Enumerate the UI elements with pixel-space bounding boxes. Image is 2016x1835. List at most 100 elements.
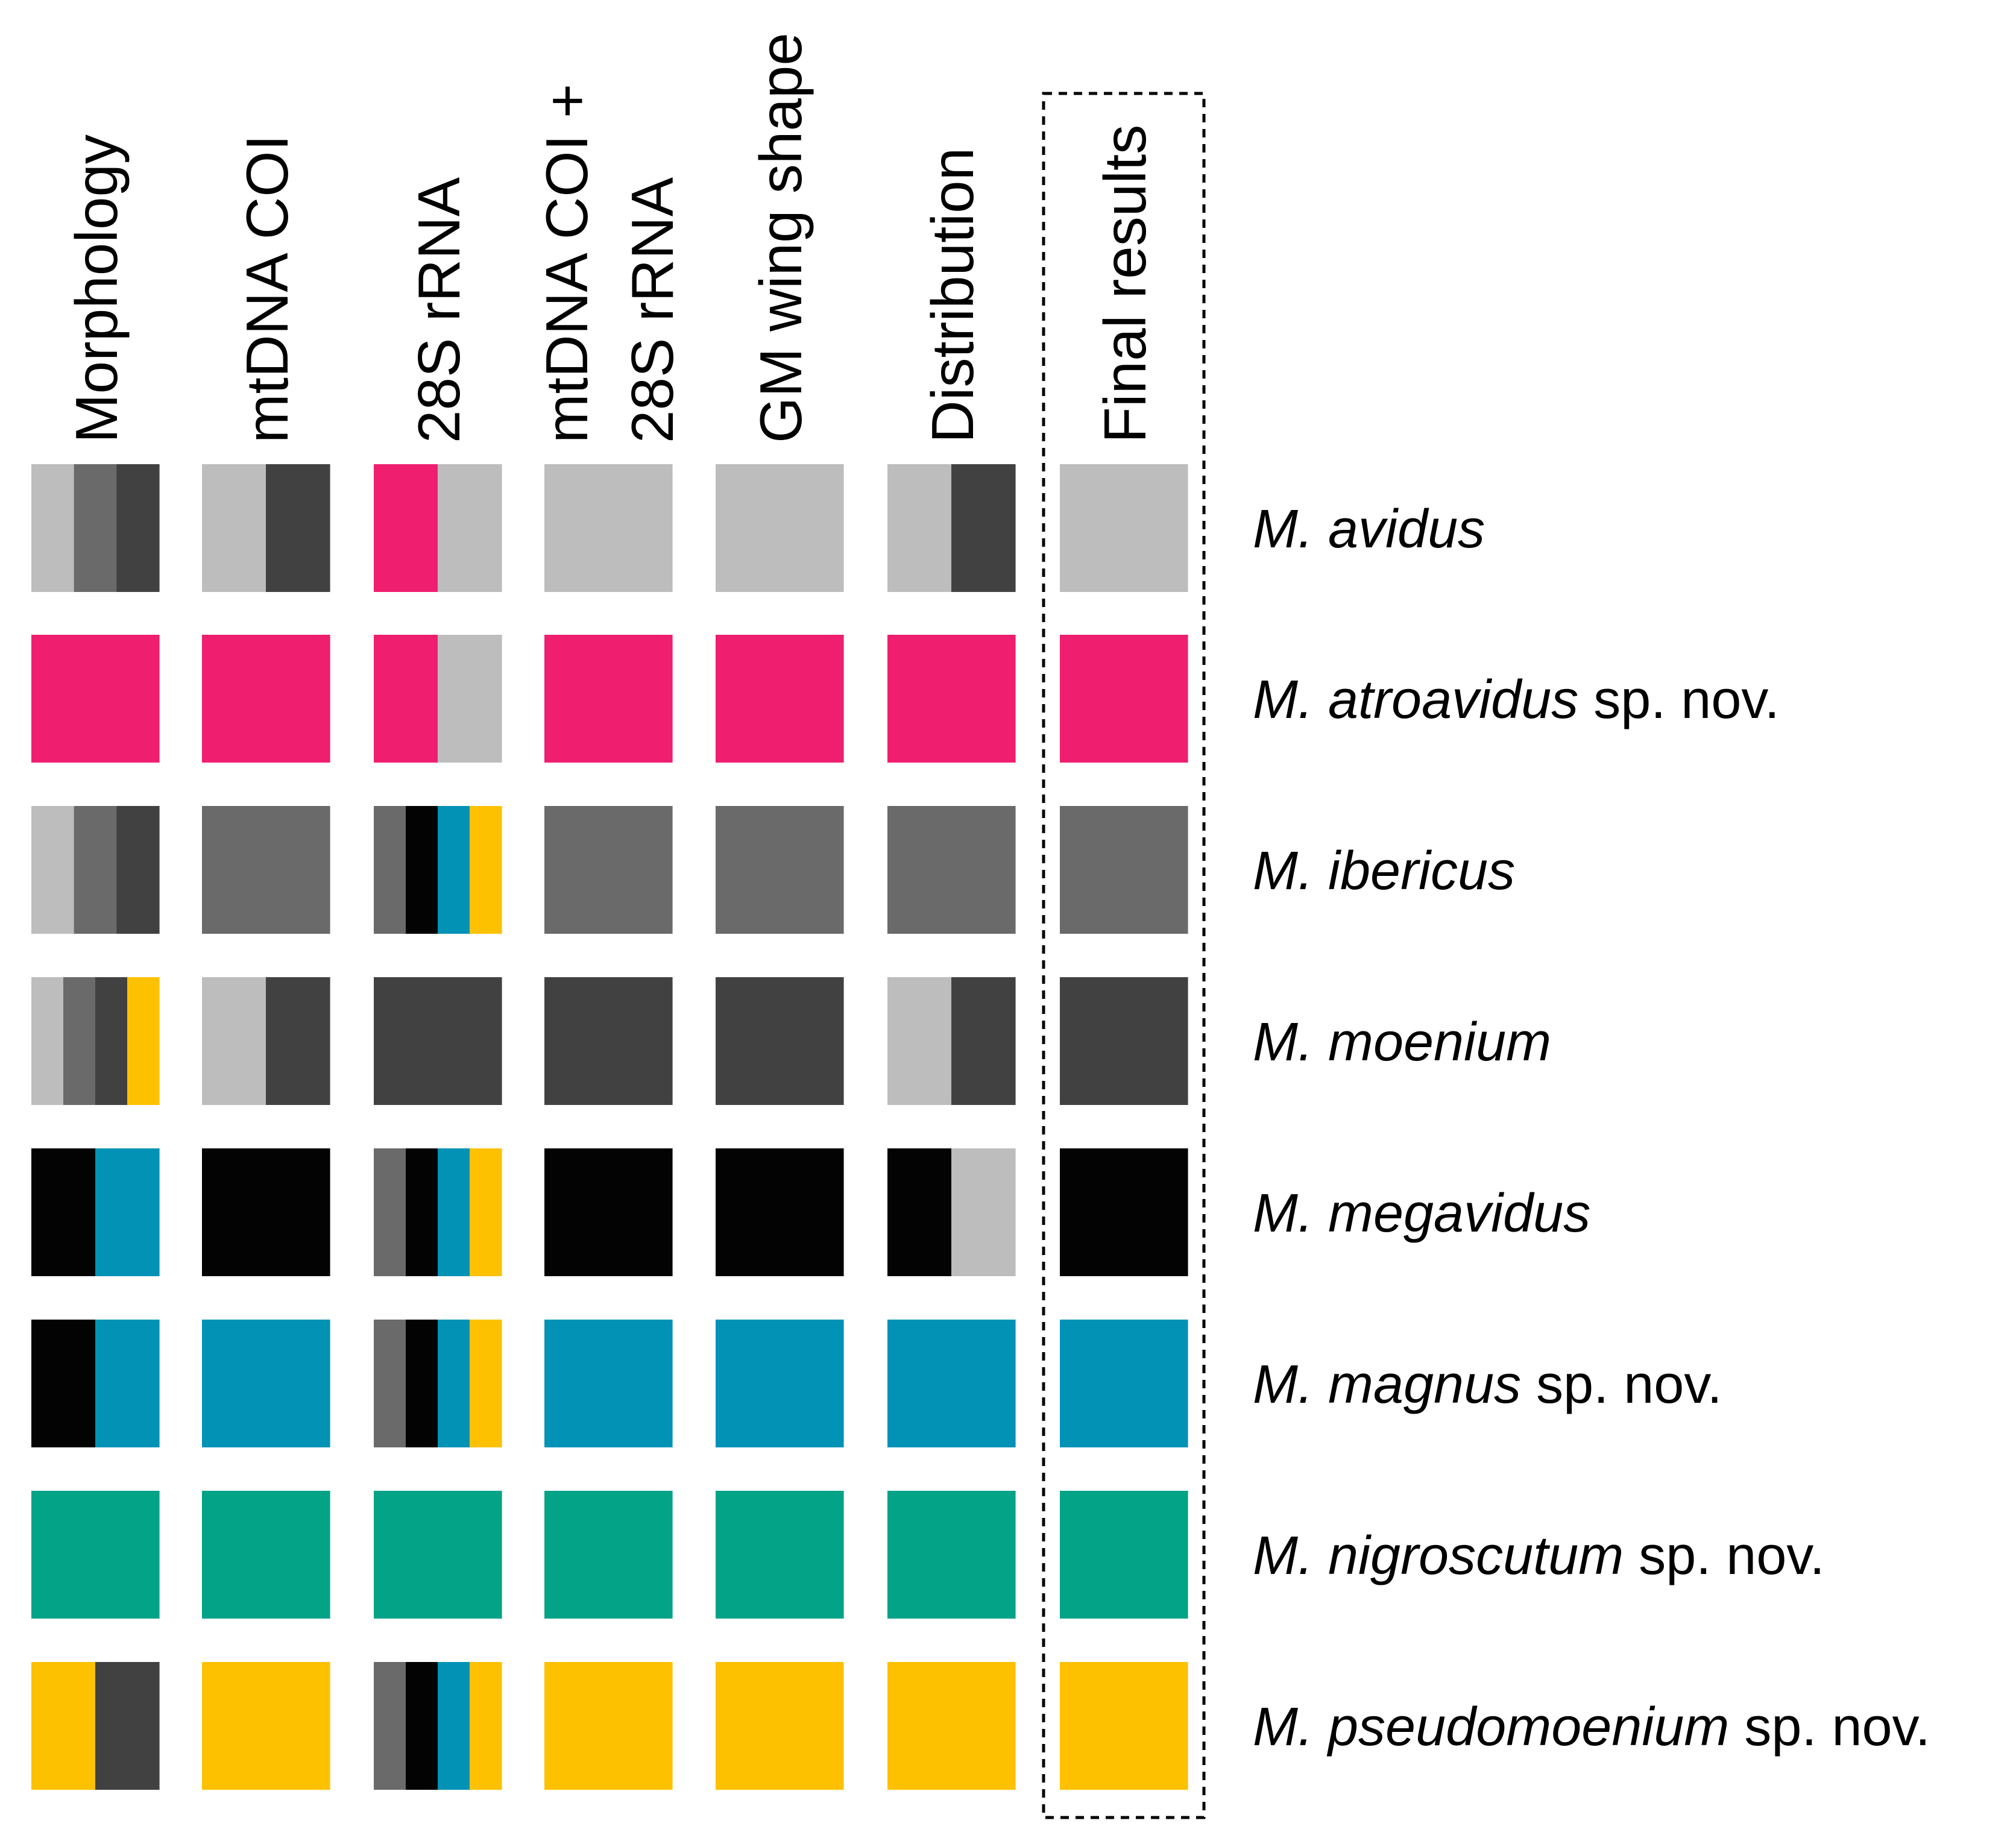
cell-m-magnus-28s-rrna	[374, 1320, 502, 1447]
cell-stripe-yellow	[470, 1148, 502, 1276]
species-label-m-pseudomoenium: M. pseudomoenium sp. nov.	[1253, 1697, 1930, 1757]
cell-m-ibericus-morphology	[31, 806, 160, 934]
species-suffix: sp. nov.	[1578, 670, 1780, 730]
species-label-m-ibericus: M. ibericus	[1253, 841, 1515, 901]
column-header-28s-rrna: 28S rRNA	[406, 177, 472, 443]
cell-m-magnus-mtdna-coi-28s-rrna	[544, 1320, 673, 1447]
cell-m-pseudomoenium-distribution	[887, 1662, 1016, 1790]
cell-m-magnus-distribution	[887, 1320, 1016, 1447]
cell-m-nigroscutum-28s-rrna	[374, 1491, 502, 1619]
cell-stripe-dark-gray	[951, 977, 1016, 1105]
species-label-m-atroavidus: M. atroavidus sp. nov.	[1253, 670, 1780, 730]
cell-m-avidus-distribution	[887, 464, 1016, 592]
cell-stripe-blue	[887, 1320, 1016, 1447]
cell-stripe-mid-gray	[887, 806, 1016, 934]
cell-m-ibericus-mtdna-coi	[202, 806, 330, 934]
cell-stripe-teal	[1060, 1491, 1188, 1619]
cell-m-megavidus-morphology	[31, 1148, 160, 1276]
cell-stripe-dark-gray	[544, 977, 673, 1105]
cell-m-megavidus-final-results	[1060, 1148, 1188, 1276]
cell-stripe-light-gray	[31, 977, 64, 1105]
cell-stripe-teal	[374, 1491, 502, 1619]
cell-stripe-light-gray	[31, 806, 75, 934]
cell-m-atroavidus-gm-wing-shape	[716, 635, 844, 763]
column-header-mtdna-coi-28s-rrna-line-2: 28S rRNA	[619, 177, 685, 443]
cell-stripe-pink	[374, 635, 438, 763]
cell-stripe-blue	[716, 1320, 844, 1447]
cell-m-pseudomoenium-morphology	[31, 1662, 160, 1790]
cell-stripe-mid-gray	[374, 1662, 406, 1790]
cell-m-pseudomoenium-gm-wing-shape	[716, 1662, 844, 1790]
cell-m-atroavidus-morphology	[31, 635, 160, 763]
cell-stripe-dark-gray	[716, 977, 844, 1105]
cell-stripe-pink	[374, 464, 438, 592]
cell-stripe-dark-gray	[951, 464, 1016, 592]
cell-stripe-pink	[31, 635, 160, 763]
cell-stripe-mid-gray	[1060, 806, 1188, 934]
cell-m-megavidus-distribution	[887, 1148, 1016, 1276]
cell-stripe-light-gray	[887, 464, 952, 592]
species-name: M. avidus	[1253, 499, 1485, 559]
column-headers: Morphology mtDNA COI 28S rRNA mtDNA COI + 28…	[63, 33, 1158, 443]
cell-stripe-black	[202, 1148, 330, 1276]
cell-m-ibericus-28s-rrna	[374, 806, 502, 934]
column-header-mtdna-coi: mtDNA COI	[234, 134, 300, 443]
cell-m-avidus-gm-wing-shape	[716, 464, 844, 592]
cell-m-moenium-distribution	[887, 977, 1016, 1105]
species-name: M. nigroscutum	[1253, 1526, 1624, 1586]
species-label-m-nigroscutum: M. nigroscutum sp. nov.	[1253, 1526, 1825, 1586]
cell-m-ibericus-mtdna-coi-28s-rrna	[544, 806, 673, 934]
cell-stripe-pink	[887, 635, 1016, 763]
species-labels: M. avidus M. atroavidus sp. nov. M. iberic…	[1253, 499, 1930, 1757]
cell-stripe-mid-gray	[74, 806, 117, 934]
cell-m-avidus-morphology	[31, 464, 160, 592]
cell-m-megavidus-mtdna-coi-28s-rrna	[544, 1148, 673, 1276]
cell-stripe-pink	[544, 635, 673, 763]
cell-m-magnus-final-results	[1060, 1320, 1188, 1447]
cell-stripe-dark-gray	[95, 977, 128, 1105]
cell-stripe-teal	[202, 1491, 330, 1619]
species-name: M. megavidus	[1253, 1183, 1590, 1244]
cell-m-megavidus-mtdna-coi	[202, 1148, 330, 1276]
cell-stripe-black	[31, 1320, 96, 1447]
cell-stripe-blue	[95, 1148, 160, 1276]
cell-m-avidus-final-results	[1060, 464, 1188, 592]
cell-stripe-black	[406, 1320, 438, 1447]
cell-m-ibericus-gm-wing-shape	[716, 806, 844, 934]
cell-m-megavidus-28s-rrna	[374, 1148, 502, 1276]
species-suffix: sp. nov.	[1729, 1697, 1930, 1757]
cell-stripe-yellow	[470, 1662, 502, 1790]
cell-m-moenium-mtdna-coi	[202, 977, 330, 1105]
cell-stripe-light-gray	[438, 464, 502, 592]
cell-stripe-blue	[438, 1148, 470, 1276]
cell-stripe-teal	[716, 1491, 844, 1619]
species-name: M. pseudomoenium	[1253, 1697, 1729, 1757]
cell-stripe-mid-gray	[374, 806, 406, 934]
species-label-m-avidus: M. avidus	[1253, 499, 1485, 559]
cell-m-avidus-mtdna-coi-28s-rrna	[544, 464, 673, 592]
cell-stripe-light-gray	[31, 464, 75, 592]
cell-m-ibericus-distribution	[887, 806, 1016, 934]
cell-stripe-dark-gray	[116, 806, 160, 934]
species-name: M. moenium	[1253, 1012, 1551, 1072]
cell-stripe-yellow	[470, 1320, 502, 1447]
cell-stripe-mid-gray	[202, 806, 330, 934]
cell-m-nigroscutum-mtdna-coi	[202, 1491, 330, 1619]
cell-stripe-black	[887, 1148, 952, 1276]
cell-stripe-blue	[95, 1320, 160, 1447]
cell-stripe-blue	[1060, 1320, 1188, 1447]
cell-stripe-yellow	[202, 1662, 330, 1790]
column-header-gm-wing-shape: GM wing shape	[748, 33, 814, 443]
cell-stripe-black	[544, 1148, 673, 1276]
cell-stripe-dark-gray	[95, 1662, 160, 1790]
cell-m-pseudomoenium-mtdna-coi-28s-rrna	[544, 1662, 673, 1790]
species-suffix: sp. nov.	[1521, 1355, 1722, 1415]
cell-stripe-dark-gray	[266, 464, 330, 592]
cell-m-atroavidus-mtdna-coi	[202, 635, 330, 763]
cell-stripe-dark-gray	[116, 464, 160, 592]
species-label-m-magnus: M. magnus sp. nov.	[1253, 1355, 1722, 1415]
cell-stripe-yellow	[887, 1662, 1016, 1790]
cell-m-pseudomoenium-final-results	[1060, 1662, 1188, 1790]
cell-m-moenium-mtdna-coi-28s-rrna	[544, 977, 673, 1105]
